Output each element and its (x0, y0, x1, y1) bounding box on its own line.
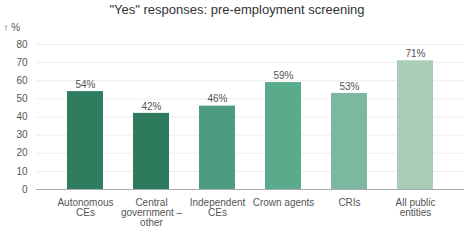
svg-text:80: 80 (16, 39, 28, 50)
svg-text:59%: 59% (273, 70, 293, 81)
svg-text:IndependentCEs: IndependentCEs (190, 197, 246, 218)
html-text:"Yes" responses: pre-employmen: "Yes" responses: pre-employment screenin… (109, 2, 365, 17)
svg-text:30: 30 (16, 129, 28, 140)
svg-text:50: 50 (16, 93, 28, 104)
svg-text:42%: 42% (141, 101, 161, 112)
svg-text:0: 0 (22, 184, 28, 195)
svg-text:40: 40 (16, 111, 28, 122)
svg-text:10: 10 (16, 166, 28, 177)
svg-text:71%: 71% (405, 48, 425, 59)
svg-text:53%: 53% (339, 81, 359, 92)
svg-text:54%: 54% (75, 79, 95, 90)
svg-text:Crown agents: Crown agents (253, 197, 315, 208)
svg-text:All publicentities: All publicentities (395, 197, 435, 218)
svg-text:AutonomousCEs: AutonomousCEs (57, 197, 113, 218)
svg-text:20: 20 (16, 147, 28, 158)
svg-text:60: 60 (16, 75, 28, 86)
svg-text:Centralgovernment –other: Centralgovernment –other (121, 197, 183, 228)
svg-text:CRIs: CRIs (338, 197, 360, 208)
svg-text:↑ %: ↑ % (4, 22, 21, 33)
svg-text:70: 70 (16, 57, 28, 68)
svg-text:46%: 46% (207, 93, 227, 104)
